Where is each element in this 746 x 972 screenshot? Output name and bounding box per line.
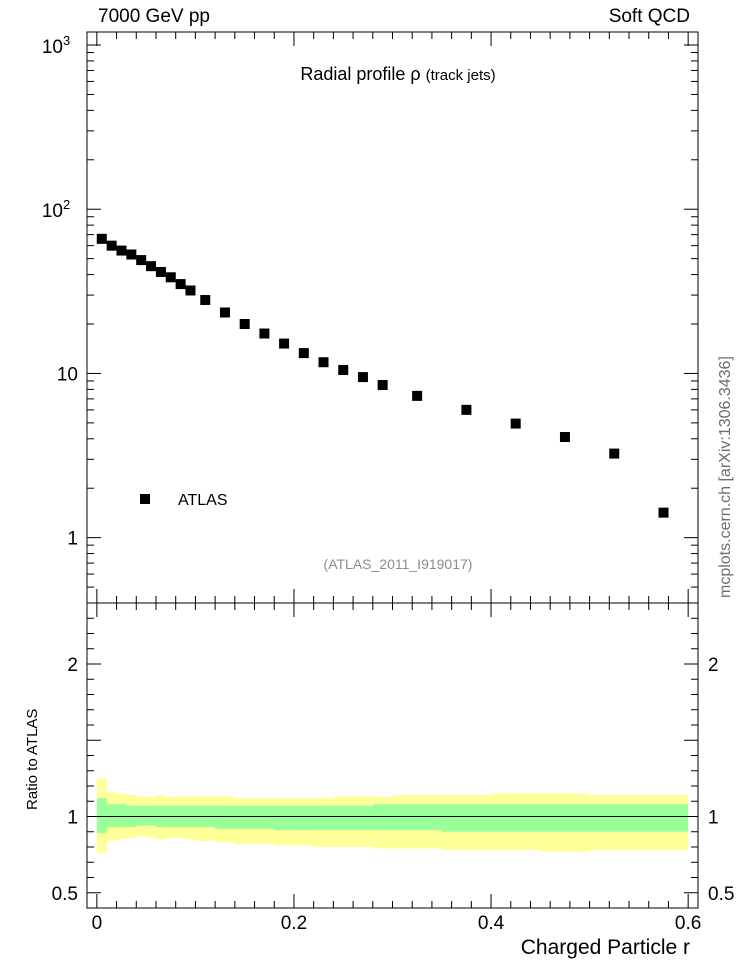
atlas-data-point (136, 255, 147, 266)
atlas-data-point (165, 272, 176, 283)
legend-marker-atlas (140, 494, 150, 504)
ratio-y-tick-label-right: 2 (708, 655, 719, 676)
atlas-data-point (279, 338, 290, 349)
source-watermark: mcplots.cern.ch [arXiv:1306.3436] (717, 356, 734, 598)
ratio-panel-frame (86, 602, 699, 909)
ratio-y-axis-label: Ratio to ATLAS (24, 708, 41, 810)
ratio-band-inner (96, 798, 689, 834)
atlas-data-point (239, 319, 250, 330)
atlas-data-point (318, 357, 329, 368)
x-tick-label: 0.4 (478, 913, 505, 934)
ratio-y-tick-label-right: 0.5 (708, 884, 734, 905)
main-y-tick-label: 10 (42, 37, 63, 58)
legend-label-atlas: ATLAS (178, 492, 228, 509)
atlas-data-point (259, 328, 270, 339)
x-tick-label: 0.2 (281, 913, 307, 934)
atlas-data-point (96, 233, 107, 244)
atlas-data-point (175, 279, 186, 290)
process-label: Soft QCD (608, 6, 690, 27)
atlas-data-point (298, 348, 309, 359)
atlas-data-point (658, 507, 669, 518)
ratio-y-tick-label: 1 (67, 808, 78, 829)
chart-title: Radial profile ρ (track jets) (0, 64, 746, 85)
atlas-data-point (609, 448, 620, 459)
atlas-data-point (146, 261, 157, 272)
atlas-data-point (116, 245, 127, 256)
atlas-data-point (185, 285, 196, 296)
x-tick-label: 0 (92, 913, 103, 934)
ratio-y-tick-label: 2 (67, 655, 78, 676)
atlas-data-point (126, 249, 137, 260)
atlas-data-point (357, 372, 368, 383)
atlas-data-point (200, 295, 211, 306)
x-tick-label: 0.6 (675, 913, 701, 934)
x-axis-label: Charged Particle r (520, 936, 690, 959)
atlas-data-point (461, 404, 472, 415)
ratio-y-tick-label: 0.5 (52, 884, 78, 905)
chart-title-sub: (track jets) (425, 67, 496, 84)
main-y-tick-label: 3 (63, 33, 70, 48)
main-y-tick-label: 10 (42, 201, 63, 222)
main-y-tick-label: 2 (63, 197, 70, 212)
atlas-data-point (510, 418, 521, 429)
main-panel-frame (86, 31, 699, 604)
atlas-data-point (377, 380, 388, 391)
atlas-data-point (338, 364, 349, 375)
collision-energy-label: 7000 GeV pp (98, 6, 210, 27)
atlas-data-point (219, 307, 230, 318)
main-y-tick-label: 10 (57, 364, 78, 385)
atlas-data-point (155, 266, 166, 277)
analysis-reference: (ATLAS_2011_I919017) (323, 556, 473, 572)
atlas-data-point (106, 240, 117, 251)
atlas-data-point (559, 432, 570, 443)
chart-title-main: Radial profile ρ (300, 64, 421, 84)
ratio-y-tick-label-right: 1 (708, 808, 719, 829)
main-y-tick-label: 1 (67, 529, 78, 550)
atlas-data-point (412, 390, 423, 401)
